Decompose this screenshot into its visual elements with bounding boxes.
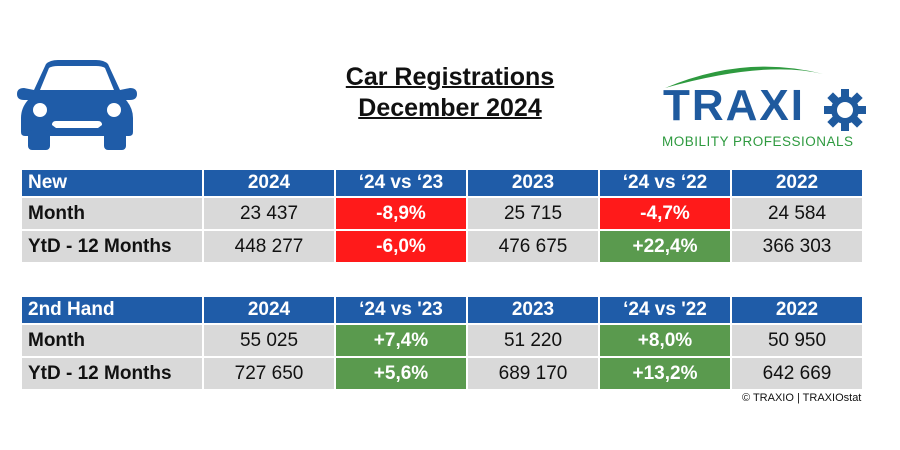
row-label: YtD - 12 Months <box>22 358 202 389</box>
header-2022: 2022 <box>732 297 862 323</box>
value-2023: 25 715 <box>468 198 598 229</box>
header-category: New <box>22 170 202 196</box>
header-24-vs-22: ‘24 vs ‘22 <box>600 170 730 196</box>
value-2023: 689 170 <box>468 358 598 389</box>
change-24-vs-22: +8,0% <box>600 325 730 356</box>
value-2024: 23 437 <box>204 198 334 229</box>
second-hand-table: 2nd Hand 2024 ‘24 vs '23 2023 ‘24 vs '22… <box>20 295 864 391</box>
logo-swoosh-icon <box>665 66 823 88</box>
change-24-vs-22: +13,2% <box>600 358 730 389</box>
table-row: Month 55 025 +7,4% 51 220 +8,0% 50 950 <box>22 325 862 356</box>
table-row: YtD - 12 Months 727 650 +5,6% 689 170 +1… <box>22 358 862 389</box>
table-row: Month 23 437 -8,9% 25 715 -4,7% 24 584 <box>22 198 862 229</box>
traxio-logo: TRAXI MOBILITY PROFESSIONALS <box>655 60 880 155</box>
logo-tagline: MOBILITY PROFESSIONALS <box>662 134 854 149</box>
change-24-vs-22: +22,4% <box>600 231 730 262</box>
value-2024: 727 650 <box>204 358 334 389</box>
header-2023: 2023 <box>468 170 598 196</box>
header-24-vs-23: ‘24 vs '23 <box>336 297 466 323</box>
gear-icon <box>824 89 866 131</box>
value-2024: 55 025 <box>204 325 334 356</box>
header-24-vs-23: ‘24 vs ‘23 <box>336 170 466 196</box>
row-label: YtD - 12 Months <box>22 231 202 262</box>
header-2024: 2024 <box>204 170 334 196</box>
value-2023: 476 675 <box>468 231 598 262</box>
header-2022: 2022 <box>732 170 862 196</box>
new-cars-table: New 2024 ‘24 vs ‘23 2023 ‘24 vs ‘22 2022… <box>20 168 864 264</box>
change-24-vs-23: -6,0% <box>336 231 466 262</box>
header-2023: 2023 <box>468 297 598 323</box>
value-2022: 366 303 <box>732 231 862 262</box>
table-header-row: 2nd Hand 2024 ‘24 vs '23 2023 ‘24 vs '22… <box>22 297 862 323</box>
value-2023: 51 220 <box>468 325 598 356</box>
car-icon <box>17 60 137 150</box>
table-header-row: New 2024 ‘24 vs ‘23 2023 ‘24 vs ‘22 2022 <box>22 170 862 196</box>
change-24-vs-23: -8,9% <box>336 198 466 229</box>
header-category: 2nd Hand <box>22 297 202 323</box>
change-24-vs-22: -4,7% <box>600 198 730 229</box>
title-line-2: December 2024 <box>358 94 542 122</box>
row-label: Month <box>22 198 202 229</box>
table-row: YtD - 12 Months 448 277 -6,0% 476 675 +2… <box>22 231 862 262</box>
change-24-vs-23: +5,6% <box>336 358 466 389</box>
value-2024: 448 277 <box>204 231 334 262</box>
row-label: Month <box>22 325 202 356</box>
value-2022: 24 584 <box>732 198 862 229</box>
value-2022: 50 950 <box>732 325 862 356</box>
page-title: Car Registrations December 2024 <box>300 62 600 124</box>
value-2022: 642 669 <box>732 358 862 389</box>
copyright-notice: © TRAXIO | TRAXIOstat <box>742 392 862 404</box>
header-24-vs-22: ‘24 vs '22 <box>600 297 730 323</box>
title-line-1: Car Registrations <box>345 63 555 91</box>
change-24-vs-23: +7,4% <box>336 325 466 356</box>
logo-wordmark: TRAXI <box>663 81 805 130</box>
header-2024: 2024 <box>204 297 334 323</box>
